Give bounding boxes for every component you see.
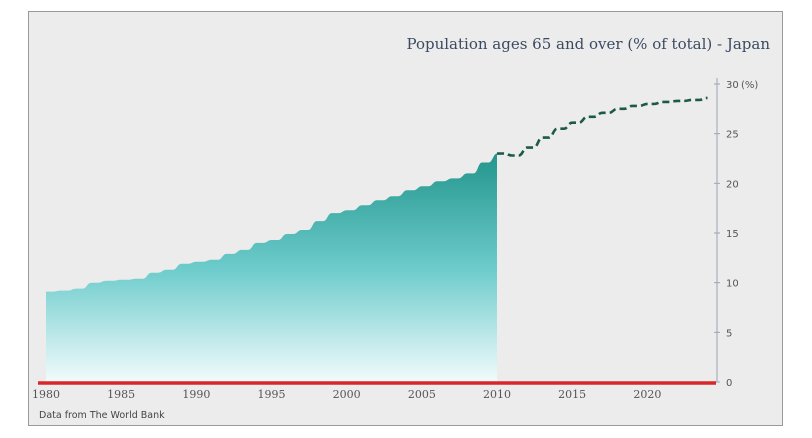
x-tick-label: 1995 xyxy=(258,388,286,401)
source-note: Data from The World Bank xyxy=(39,410,165,421)
x-tick-label: 2015 xyxy=(558,388,586,401)
historical-area xyxy=(46,153,498,382)
y-tick-label: 5 xyxy=(726,328,732,339)
y-tick-label: 30 xyxy=(726,80,739,91)
x-tick-label: 1980 xyxy=(32,388,60,401)
y-tick-label: 10 xyxy=(726,279,739,290)
projection-line xyxy=(497,96,708,157)
x-tick-label: 1990 xyxy=(182,388,210,401)
y-axis-unit: (%) xyxy=(741,80,758,91)
y-tick-label: 0 xyxy=(726,378,732,389)
y-tick-label: 20 xyxy=(726,179,739,190)
x-tick-label: 2000 xyxy=(333,388,361,401)
x-tick-label: 2010 xyxy=(483,388,511,401)
x-tick-label: 2020 xyxy=(633,388,661,401)
y-tick-label: 15 xyxy=(726,229,739,240)
x-tick-label: 2005 xyxy=(408,388,436,401)
x-tick-label: 1985 xyxy=(107,388,135,401)
chart-title: Population ages 65 and over (% of total)… xyxy=(406,35,770,53)
y-tick-label: 25 xyxy=(726,130,739,141)
